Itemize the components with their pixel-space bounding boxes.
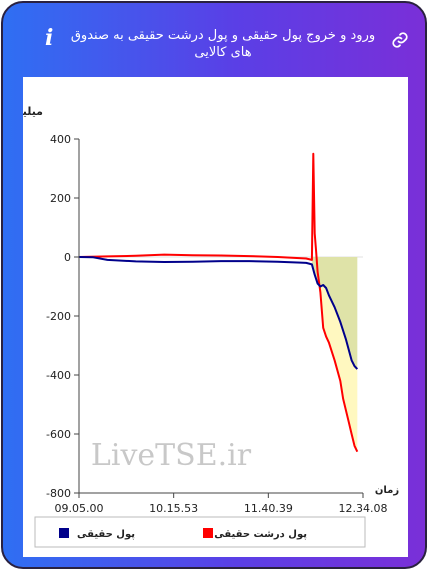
y-tick-label: -600 bbox=[46, 428, 71, 441]
legend-swatch-real-money bbox=[59, 528, 69, 538]
legend-label-big-real-money: پول درشت حقیقی bbox=[214, 529, 307, 540]
series-line-real-money bbox=[78, 256, 359, 370]
link-icon[interactable] bbox=[391, 31, 409, 49]
chart-panel: میلیارد تومان 400 200 0 -200 -400 -600 -800 09.… bbox=[3, 77, 408, 557]
watermark: LiveTSE.ir bbox=[91, 438, 252, 473]
legend-label-real-money: پول حقیقی bbox=[77, 529, 135, 540]
series-line-big-real-money bbox=[78, 152, 359, 453]
y-tick-label: 200 bbox=[50, 192, 71, 205]
y-tick-label: 0 bbox=[64, 251, 71, 264]
chart-title: ورود و خروج پول حقیقی و پول درشت حقیقی ب… bbox=[70, 28, 376, 60]
y-tick-label: 400 bbox=[50, 133, 71, 146]
x-tick-label: 10.15.53 bbox=[149, 502, 198, 515]
info-icon[interactable]: i bbox=[45, 25, 54, 51]
y-tick-label: -400 bbox=[46, 369, 71, 382]
line-chart: میلیارد تومان 400 200 0 -200 -400 -600 -800 09.… bbox=[3, 105, 399, 548]
card-header: i ورود و خروج پول حقیقی و پول درشت حقیقی… bbox=[3, 3, 425, 75]
legend: پول حقیقی پول درشت حقیقی bbox=[34, 516, 366, 548]
legend-swatch-big-real-money bbox=[203, 528, 213, 538]
y-axis-label: میلیارد تومان bbox=[23, 105, 43, 118]
chart-card: i ورود و خروج پول حقیقی و پول درشت حقیقی… bbox=[1, 1, 427, 569]
x-tick-label: 09.05.00 bbox=[55, 502, 104, 515]
x-tick-label: 11.40.39 bbox=[244, 502, 293, 515]
x-axis-label: زمان bbox=[375, 485, 399, 496]
y-tick-label: -200 bbox=[46, 310, 71, 323]
fill-region-big-real-money bbox=[311, 257, 358, 452]
y-tick-label: -800 bbox=[46, 487, 71, 500]
x-tick-label: 12.34.08 bbox=[339, 502, 388, 515]
